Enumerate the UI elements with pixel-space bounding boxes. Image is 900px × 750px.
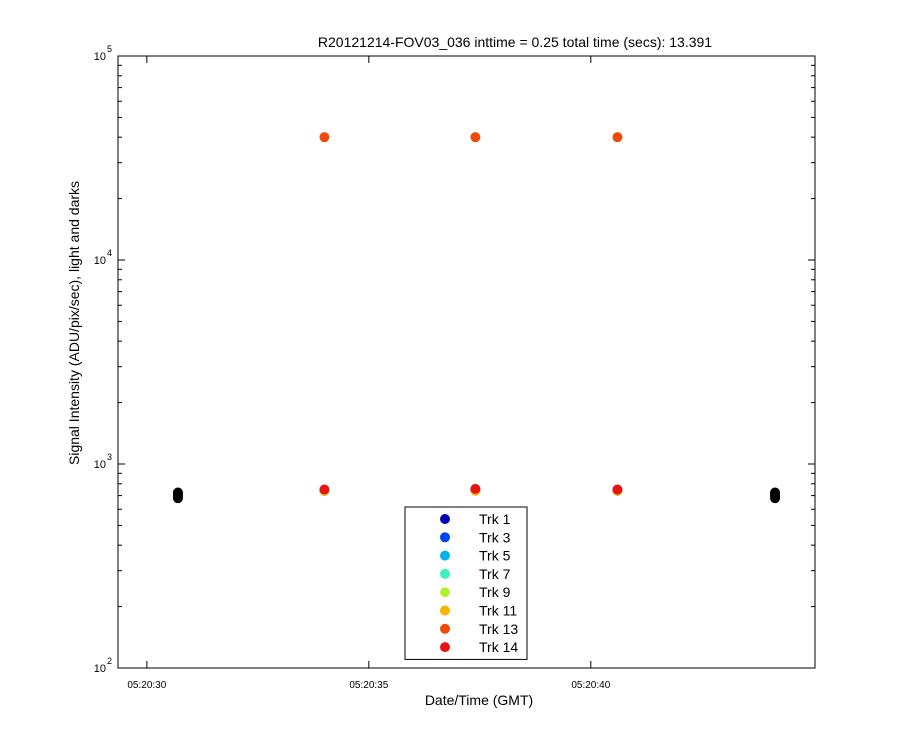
- x-tick-label: 05:20:40: [571, 680, 610, 691]
- legend-marker: [440, 623, 450, 634]
- x-tick-label: 05:20:35: [349, 680, 388, 691]
- y-tick-exponent: 3: [107, 452, 112, 462]
- legend-box: [404, 506, 528, 660]
- data-point: [612, 484, 623, 495]
- legend-marker: [440, 568, 450, 579]
- data-point: [319, 132, 330, 143]
- legend-marker: [440, 514, 450, 524]
- y-tick-exponent: 4: [107, 248, 112, 258]
- legend-label: Trk 13: [479, 621, 518, 637]
- data-points: [172, 132, 781, 504]
- dark-point: [172, 487, 183, 498]
- y-axis-label: Signal Intensity (ADU/pix/sec), light an…: [66, 181, 82, 465]
- y-tick-exponent: 2: [107, 656, 112, 666]
- legend: Trk 1 Trk 3 Trk 5 Trk 7 Trk 9 Trk 11 Trk 13 Trk…: [404, 506, 528, 660]
- x-axis-label: Date/Time (GMT): [425, 692, 533, 708]
- legend-label: Trk 1: [479, 511, 511, 527]
- data-point: [319, 484, 330, 495]
- legend-marker: [440, 587, 450, 598]
- legend-label: Trk 3: [479, 529, 511, 545]
- x-tick-label: 05:20:30: [127, 680, 166, 691]
- dark-point: [770, 487, 781, 498]
- legend-label: Trk 5: [479, 548, 511, 564]
- y-tick-label: 10: [94, 459, 106, 471]
- chart-title: R20121214-FOV03_036 inttime = 0.25 total…: [318, 34, 712, 50]
- legend-label: Trk 14: [479, 639, 518, 655]
- legend-label: Trk 11: [479, 603, 517, 619]
- data-point: [612, 132, 623, 143]
- y-tick-label: 10: [94, 663, 106, 675]
- y-tick-exponent: 5: [107, 44, 112, 54]
- legend-marker: [440, 605, 450, 616]
- data-point: [470, 132, 481, 143]
- legend-marker: [440, 550, 450, 561]
- data-point: [470, 483, 481, 494]
- legend-label: Trk 7: [479, 566, 511, 582]
- legend-marker: [440, 532, 450, 543]
- legend-marker: [440, 642, 450, 653]
- y-tick-label: 10: [94, 51, 106, 63]
- legend-label: Trk 9: [479, 584, 511, 600]
- y-tick-label: 10: [94, 255, 106, 267]
